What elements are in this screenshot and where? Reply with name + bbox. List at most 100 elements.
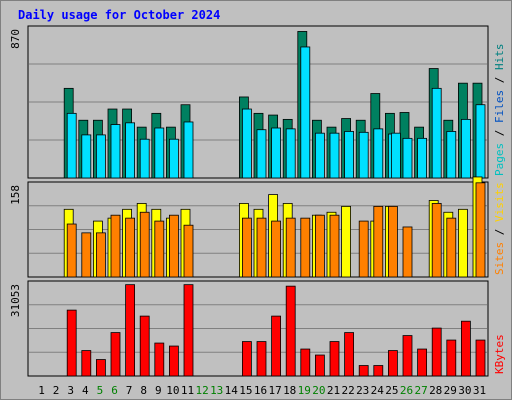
x-tick-label-day-1: 1: [38, 384, 45, 397]
bar-files-day-29: [446, 131, 457, 179]
x-tick-label-day-21: 21: [327, 384, 340, 397]
bar-files-day-15: [241, 108, 252, 179]
bar-sites-day-5: [96, 232, 106, 278]
bar-sites-day-18: [285, 217, 296, 278]
legend-separator: /: [493, 123, 506, 143]
legend: Pages / Files / Hits: [493, 44, 506, 177]
bar-files-day-28: [431, 87, 442, 179]
bar-sites-day-23: [358, 220, 369, 278]
bar-sites-day-31: [475, 182, 486, 278]
legend-entry: Hits: [493, 44, 506, 71]
x-tick-label-day-15: 15: [239, 384, 252, 397]
x-tick-label-day-12: 12: [195, 384, 208, 397]
bar-sites-day-16: [256, 217, 267, 278]
legend-entry: Visits: [493, 182, 506, 222]
bar-sites-day-29: [446, 217, 457, 278]
bar-kbytes-day-23: [358, 365, 369, 377]
x-tick-label-day-8: 8: [140, 384, 147, 397]
bar-sites-day-20: [314, 214, 325, 278]
bar-files-day-3: [66, 112, 77, 179]
bar-files-day-18: [285, 128, 296, 179]
x-axis-labels: 1 2 3 4 5 6 7 8 9 10 11 12 13 14 15 16 17 18 19 20 21 22 23 24 2…: [38, 384, 486, 397]
bar-kbytes-day-25: [387, 350, 398, 377]
x-tick-label-day-18: 18: [283, 384, 296, 397]
bar-files-day-24: [373, 128, 384, 179]
bar-files-day-11: [183, 121, 194, 179]
bar-kbytes-day-5: [96, 359, 106, 377]
bar-files-day-6: [110, 124, 121, 179]
bar-files-day-27: [417, 137, 428, 179]
bar-kbytes-day-28: [431, 327, 442, 377]
bar-visits-day-30: [457, 208, 468, 278]
bar-files-day-20: [314, 132, 325, 179]
bar-kbytes-day-15: [241, 341, 252, 377]
legend-entry: Files: [493, 90, 506, 123]
bar-kbytes-day-30: [460, 320, 471, 377]
bar-kbytes-day-24: [373, 365, 384, 377]
bar-files-day-8: [139, 138, 150, 179]
bar-files-day-5: [96, 134, 106, 179]
bar-sites-day-3: [66, 223, 77, 278]
x-tick-label-day-5: 5: [97, 384, 104, 397]
bar-visits-day-22: [341, 205, 352, 278]
panel-kbytes: 31053 KBytes: [9, 280, 506, 377]
chart-title: Daily usage for October 2024: [18, 8, 220, 22]
x-tick-label-day-23: 23: [356, 384, 369, 397]
x-tick-label-day-22: 22: [341, 384, 354, 397]
bar-files-day-9: [154, 127, 165, 179]
bar-kbytes-day-17: [271, 315, 282, 377]
bar-files-day-21: [329, 132, 340, 179]
x-tick-label-day-6: 6: [111, 384, 118, 397]
x-tick-label-day-29: 29: [444, 384, 457, 397]
bar-files-day-22: [344, 131, 355, 179]
bar-sites-day-11: [183, 224, 194, 278]
x-tick-label-day-13: 13: [210, 384, 223, 397]
bar-kbytes-day-21: [329, 341, 340, 377]
bar-kbytes-day-26: [402, 335, 413, 377]
bar-kbytes-day-4: [81, 350, 92, 377]
bar-sites-day-25: [387, 205, 398, 278]
bar-kbytes-day-31: [475, 339, 486, 377]
panel-visits-sites: 158 Sites / Visits: [9, 176, 506, 278]
bar-kbytes-day-6: [110, 332, 121, 377]
bar-sites-day-17: [271, 220, 282, 278]
bar-kbytes-day-8: [139, 315, 150, 377]
bar-kbytes-day-18: [285, 285, 296, 377]
bar-sites-day-6: [110, 214, 121, 278]
x-tick-label-day-14: 14: [225, 384, 239, 397]
bar-files-day-19: [300, 46, 311, 179]
bar-files-day-26: [402, 137, 413, 179]
x-tick-label-day-27: 27: [414, 384, 427, 397]
bar-sites-day-15: [241, 217, 252, 278]
bar-sites-day-21: [329, 214, 340, 278]
x-tick-label-day-31: 31: [473, 384, 486, 397]
legend: KBytes: [493, 334, 506, 374]
legend-separator: /: [493, 70, 506, 90]
bar-sites-day-4: [81, 232, 92, 278]
bar-pages-day-25: [390, 132, 401, 179]
bar-sites-day-24: [373, 205, 384, 278]
y-max-label: 158: [9, 185, 22, 205]
bar-kbytes-day-7: [125, 284, 135, 377]
bar-kbytes-day-29: [446, 339, 457, 377]
bar-kbytes-day-10: [168, 345, 179, 377]
x-tick-label-day-7: 7: [126, 384, 133, 397]
legend-separator: /: [493, 222, 506, 242]
bar-files-day-10: [168, 138, 179, 179]
bar-files-day-30: [460, 118, 471, 179]
x-tick-label-day-11: 11: [181, 384, 194, 397]
bar-files-day-23: [358, 131, 369, 179]
y-max-label: 31053: [9, 284, 22, 317]
bar-kbytes-day-27: [417, 348, 428, 377]
bar-sites-day-28: [431, 203, 442, 278]
bar-kbytes-day-11: [183, 284, 194, 377]
x-tick-label-day-19: 19: [298, 384, 311, 397]
x-tick-label-day-9: 9: [155, 384, 162, 397]
bar-kbytes-day-19: [300, 348, 311, 377]
y-max-label: 870: [9, 29, 22, 49]
bar-kbytes-day-16: [256, 341, 267, 377]
bar-sites-day-19: [300, 217, 311, 278]
x-tick-label-day-10: 10: [166, 384, 179, 397]
x-tick-label-day-26: 26: [400, 384, 413, 397]
